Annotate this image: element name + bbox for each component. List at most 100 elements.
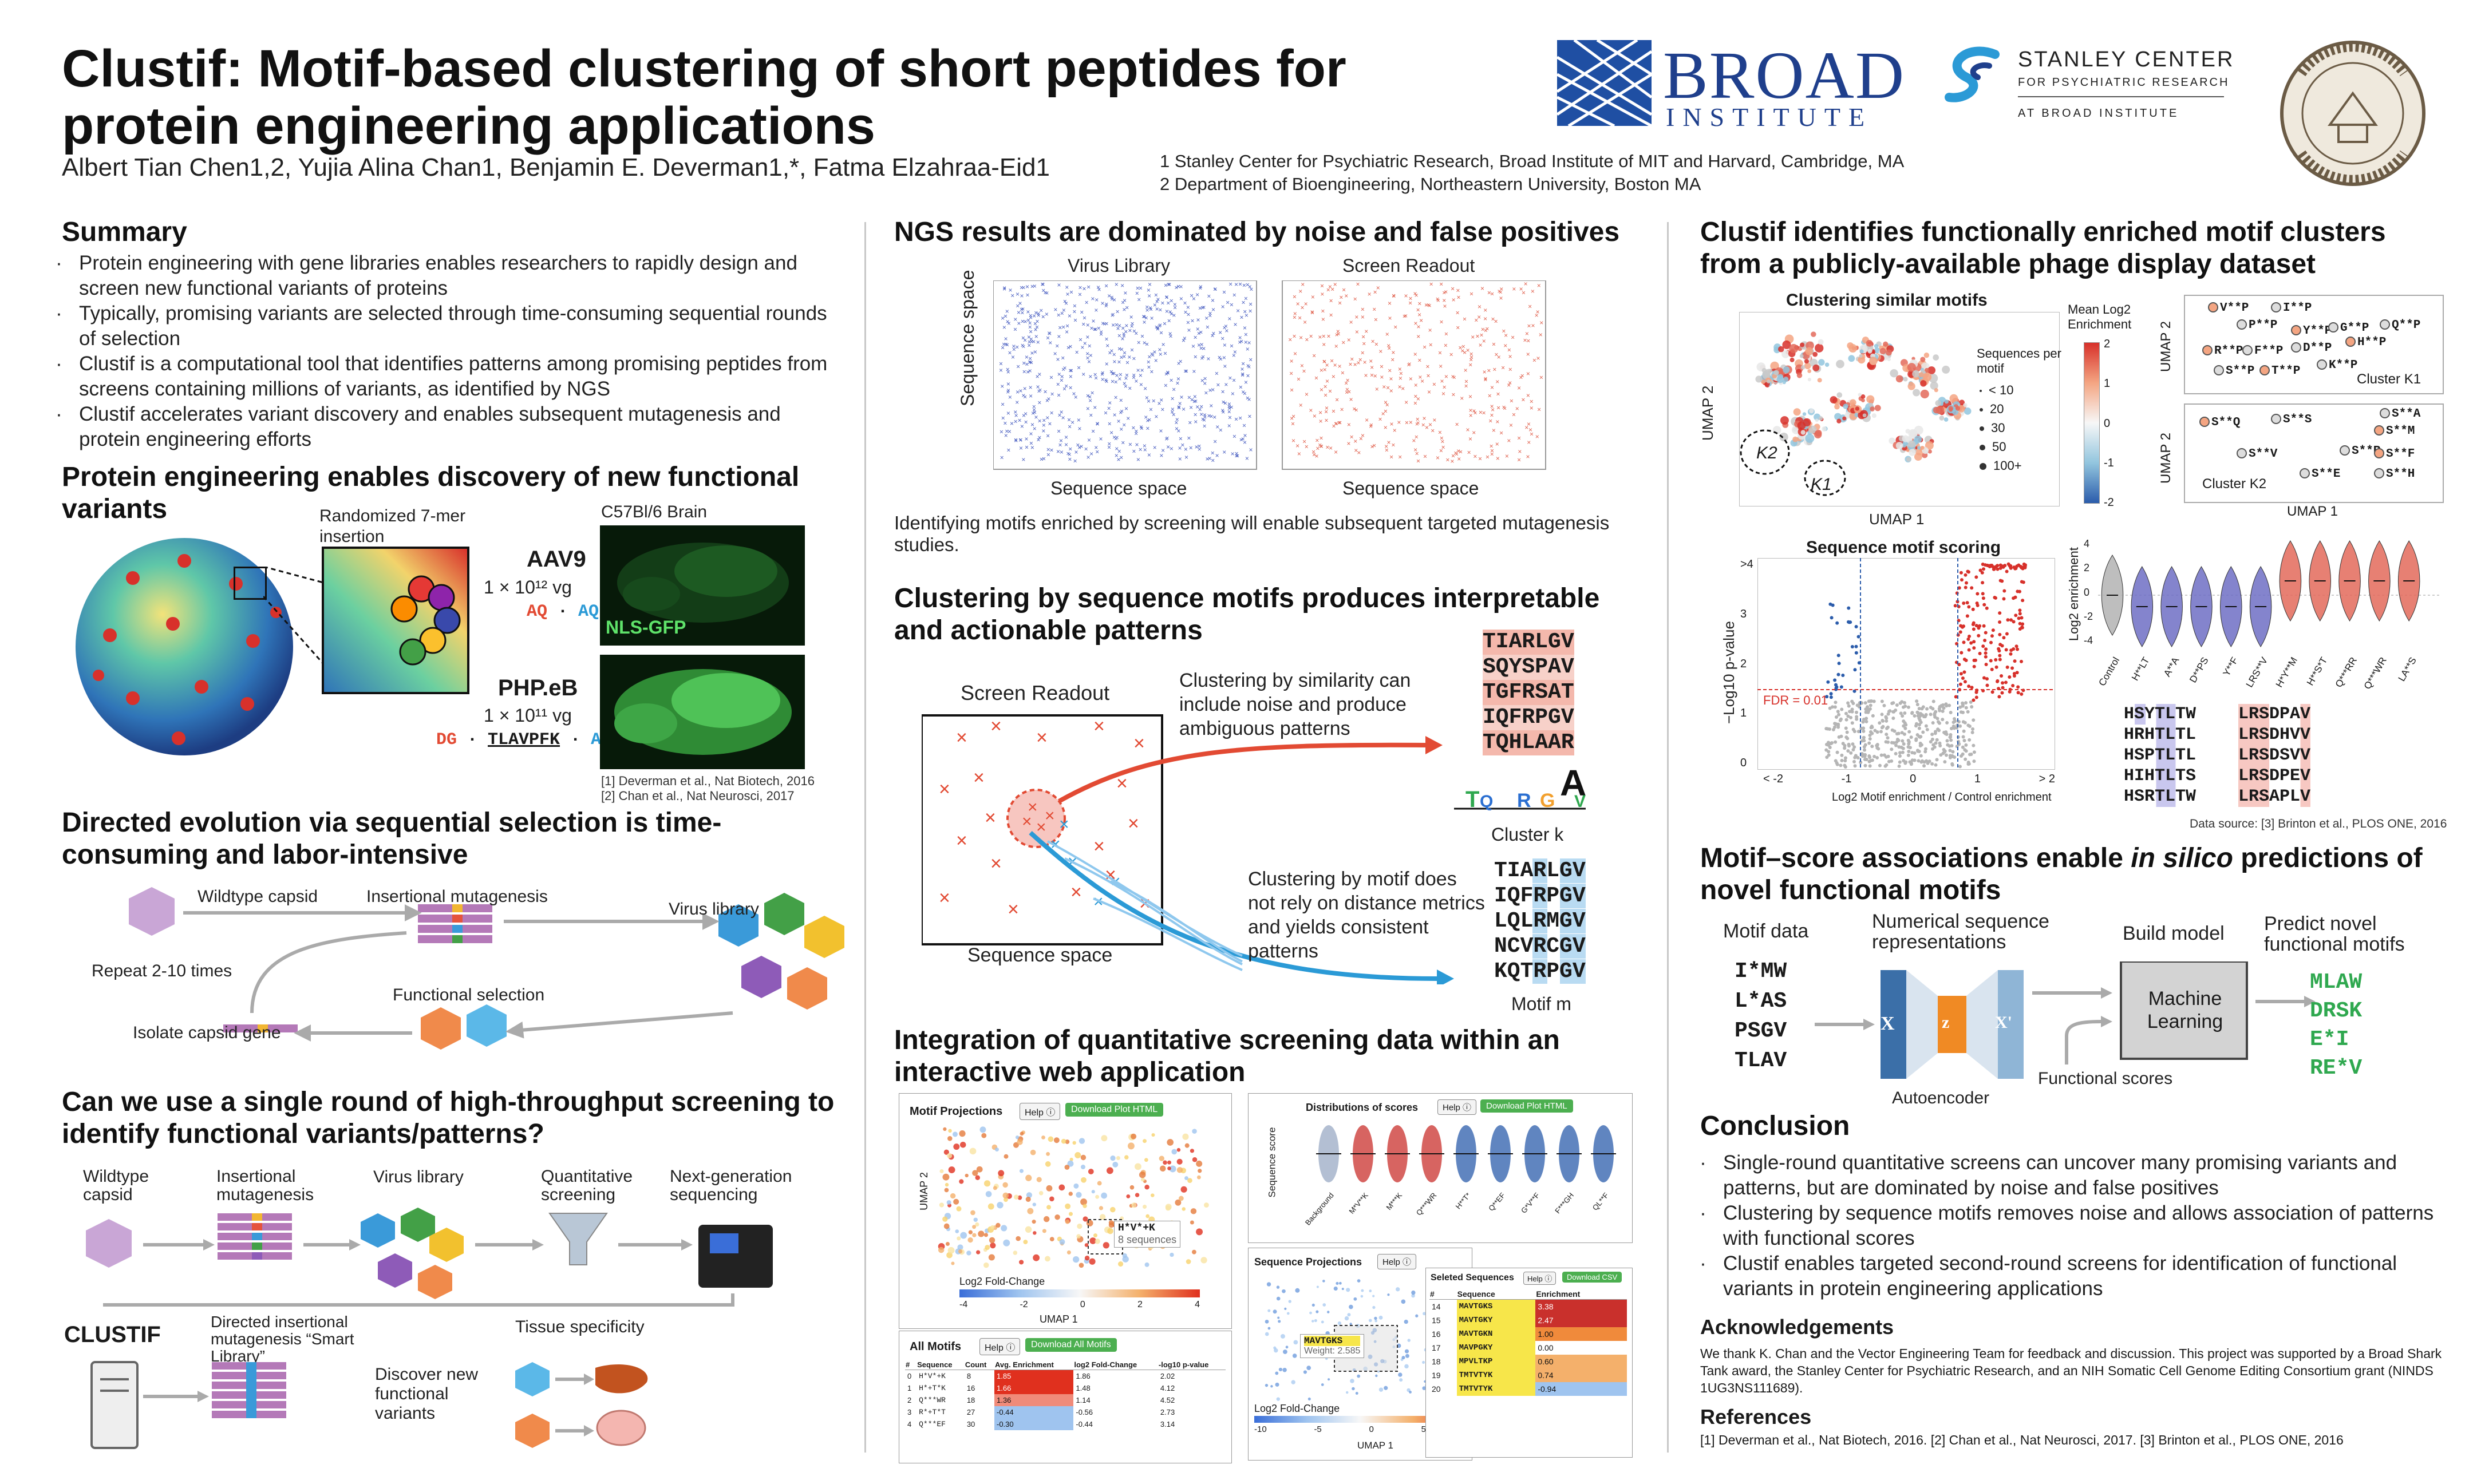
ngs-point: ×: [1452, 296, 1456, 304]
volcano-point: [1875, 756, 1879, 760]
volcano-point: [2004, 680, 2008, 684]
k2-label: K2: [1756, 444, 1777, 462]
ngs-point: ×: [1321, 315, 1325, 323]
ngs-point: ×: [1004, 335, 1008, 343]
umap-point: [946, 1153, 953, 1158]
ngs-point: ×: [1304, 300, 1308, 308]
dist-help-button[interactable]: Help ⓘ: [1437, 1099, 1477, 1115]
selected-row[interactable]: 18 MPVLTKP 0.60: [1429, 1355, 1627, 1368]
phage-umap-plot[interactable]: [1739, 311, 2060, 507]
ngs-point: ×: [1036, 338, 1040, 346]
volcano-point: [1972, 718, 1976, 722]
sel-help-button[interactable]: Help ⓘ: [1523, 1272, 1557, 1285]
motif-umap-plot[interactable]: [922, 1122, 1226, 1271]
selected-row[interactable]: 15 MAVTGKY 2.47: [1429, 1313, 1627, 1327]
selected-row[interactable]: 17 MAVPGKY 0.00: [1429, 1341, 1627, 1355]
ngs-point: ×: [1018, 299, 1022, 307]
volcano-point: [1998, 579, 2002, 583]
phage-point: [1918, 372, 1924, 378]
ngs-point: ×: [1156, 325, 1160, 333]
ngs-point: ×: [1117, 358, 1121, 366]
table-row[interactable]: 3 R*+T*T 27 -0.44 -0.56 2.73: [905, 1406, 1226, 1418]
volcano-svg[interactable]: [1757, 557, 2056, 770]
ngs-point: ×: [1211, 386, 1215, 394]
ngs-point: ×: [1368, 290, 1372, 298]
ngs-point: ×: [1330, 286, 1334, 294]
ngs-point: ×: [1158, 346, 1162, 354]
volcano-point: [1981, 596, 1985, 600]
volcano-point: [1903, 705, 1907, 709]
ngs-point: ×: [1299, 401, 1303, 409]
ngs-point: ×: [1216, 381, 1220, 389]
help-button[interactable]: Help ⓘ: [1020, 1103, 1061, 1120]
ngs-point: ×: [1022, 367, 1026, 375]
ngs-point: ×: [1401, 385, 1405, 393]
virus-library-frame: [993, 280, 1257, 470]
table-row[interactable]: 2 Q***WR 18 1.36 1.14 4.52: [905, 1394, 1226, 1406]
ngs-point: ×: [1003, 420, 1007, 428]
umap-point: [1004, 1197, 1008, 1202]
selected-row[interactable]: 19 TMTVTYK 0.74: [1429, 1368, 1627, 1382]
ngs-point: ×: [1057, 281, 1061, 289]
ngs-point: ×: [1170, 408, 1174, 416]
volcano-point: [2018, 612, 2022, 616]
ngs-point: ×: [1404, 292, 1408, 300]
ngs-point: ×: [1468, 393, 1472, 401]
ngs-point: ×: [1492, 341, 1496, 349]
wildtype-label: Wildtype capsid: [197, 887, 318, 906]
insertional-label: Insertional mutagenesis: [366, 887, 548, 906]
ngs-point: ×: [1345, 386, 1349, 394]
volcano-point: [1933, 711, 1937, 715]
table-row[interactable]: 1 H*+T*K 16 1.66 1.48 4.12: [905, 1382, 1226, 1394]
umap-point: [976, 1166, 983, 1173]
umap-point: [1176, 1158, 1183, 1165]
ngs-point: ×: [1083, 339, 1087, 347]
phage-point: [1914, 453, 1922, 461]
volcano-point: [1904, 760, 1908, 764]
ngs-point: ×: [1033, 425, 1037, 433]
download-plot-button[interactable]: Download Plot HTML: [1065, 1103, 1164, 1117]
cluster-k-seq: TIARLGV: [1483, 630, 1574, 655]
selected-row[interactable]: 16 MAVTGKN 1.00: [1429, 1327, 1627, 1341]
ngs-point: ×: [1224, 322, 1228, 330]
ngs-point: ×: [1320, 282, 1324, 290]
seq-point: [1349, 1304, 1353, 1309]
motif-data-list: I*MW L*AS PSGV TLAV: [1735, 957, 1787, 1076]
table-row[interactable]: 4 Q***EF 30 -0.30 -0.44 3.14: [905, 1418, 1226, 1430]
ngs-point: ×: [1041, 287, 1045, 295]
ngs-point: ×: [1444, 373, 1448, 381]
ngs-point: ×: [1296, 300, 1300, 308]
ngs-point: ×: [1471, 333, 1475, 341]
seq-point: [1349, 1323, 1352, 1325]
distributions-plot[interactable]: [1306, 1119, 1626, 1188]
umap-point: [1081, 1177, 1087, 1183]
ngs-point: ×: [1199, 410, 1203, 418]
dist-category: Background: [1303, 1191, 1336, 1227]
volcano-point: [1890, 728, 1894, 732]
ngs-point: ×: [1116, 456, 1120, 464]
volcano-point: [1972, 646, 1976, 650]
ngs-point: ×: [1065, 328, 1069, 336]
seq-help-button[interactable]: Help ⓘ: [1377, 1254, 1417, 1269]
selected-row[interactable]: 14 MAVTGKS 3.38: [1429, 1299, 1627, 1313]
download-all-button[interactable]: Download All Motifs: [1025, 1338, 1117, 1352]
ngs-point: ×: [1057, 311, 1061, 319]
selected-row[interactable]: 20 TMTVTYK -0.94: [1429, 1382, 1627, 1396]
table-row[interactable]: 0 H*V*+K 8 1.85 1.86 2.02: [905, 1370, 1226, 1382]
all-motifs-help-button[interactable]: Help ⓘ: [979, 1338, 1021, 1355]
ngs-point: ×: [1069, 373, 1073, 381]
download-csv-button[interactable]: Download CSV: [1562, 1272, 1622, 1283]
ngs-point: ×: [1241, 388, 1245, 396]
umap-point: [953, 1198, 959, 1205]
phage-point: [1836, 418, 1842, 424]
seq-umap-plot[interactable]: [1260, 1274, 1466, 1406]
ngs-point: ×: [1349, 395, 1353, 403]
ngs-point: ×: [1305, 336, 1309, 344]
ngs-point: ×: [1455, 420, 1459, 428]
dist-download-button[interactable]: Download Plot HTML: [1480, 1099, 1573, 1113]
stanley-swirl-icon: [1945, 46, 2000, 102]
ngs-point: ×: [1160, 406, 1164, 414]
volcano-point: [1886, 725, 1890, 729]
ngs-point: ×: [1134, 377, 1138, 385]
violin-plot[interactable]: [2098, 538, 2442, 652]
